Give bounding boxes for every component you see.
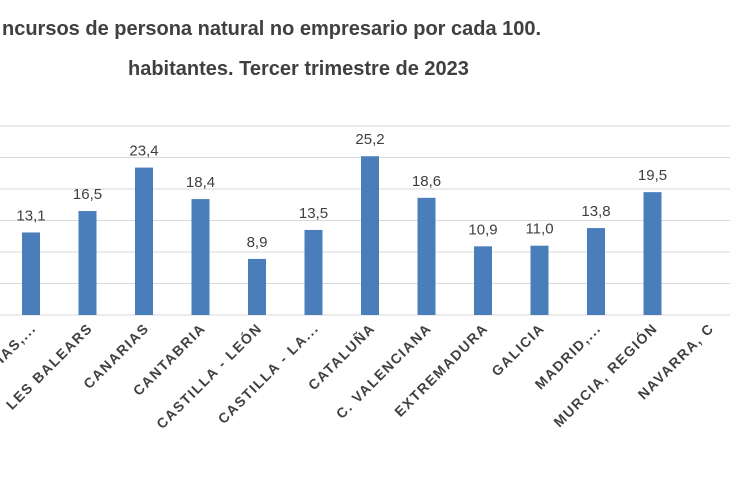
data-label: 10,9	[468, 221, 497, 238]
x-tick-label: IAS,...	[0, 320, 39, 366]
x-tick-label: C. VALENCIANA	[333, 320, 435, 422]
data-label: 18,4	[186, 174, 215, 191]
bar	[135, 167, 153, 315]
x-tick-label: MURCIA, REGIÓN	[550, 319, 661, 430]
bar	[22, 232, 40, 315]
chart-title-line-2: habitantes. Tercer trimestre de 2023	[128, 58, 469, 80]
bar	[530, 245, 549, 315]
data-label: 16,5	[73, 186, 102, 203]
x-tick-label: GALICIA	[488, 320, 547, 379]
x-tick-label: CASTILLA - LA...	[215, 320, 322, 427]
bar	[248, 258, 266, 315]
data-label: 25,2	[355, 131, 384, 148]
data-label: 19,5	[638, 167, 667, 184]
data-label: 13,5	[299, 205, 328, 222]
bar	[587, 228, 605, 315]
bar	[191, 199, 210, 315]
bar	[643, 192, 662, 315]
bar	[78, 211, 97, 315]
data-label: 13,8	[581, 203, 610, 220]
chart-title-line-1: ncursos de persona natural no empresario…	[2, 18, 542, 40]
data-label: 11,0	[525, 221, 553, 238]
bar	[474, 246, 492, 315]
bar	[361, 156, 379, 315]
data-label: 8,9	[247, 234, 268, 251]
data-label: 23,4	[129, 143, 158, 160]
bar	[304, 229, 323, 315]
x-tick-label: EXTREMADURA	[391, 320, 491, 420]
data-label: 13,1	[16, 207, 45, 224]
data-label: 18,6	[412, 173, 441, 190]
x-tick-label: CASTILLA - LEÓN	[152, 319, 265, 432]
bar	[417, 197, 436, 315]
